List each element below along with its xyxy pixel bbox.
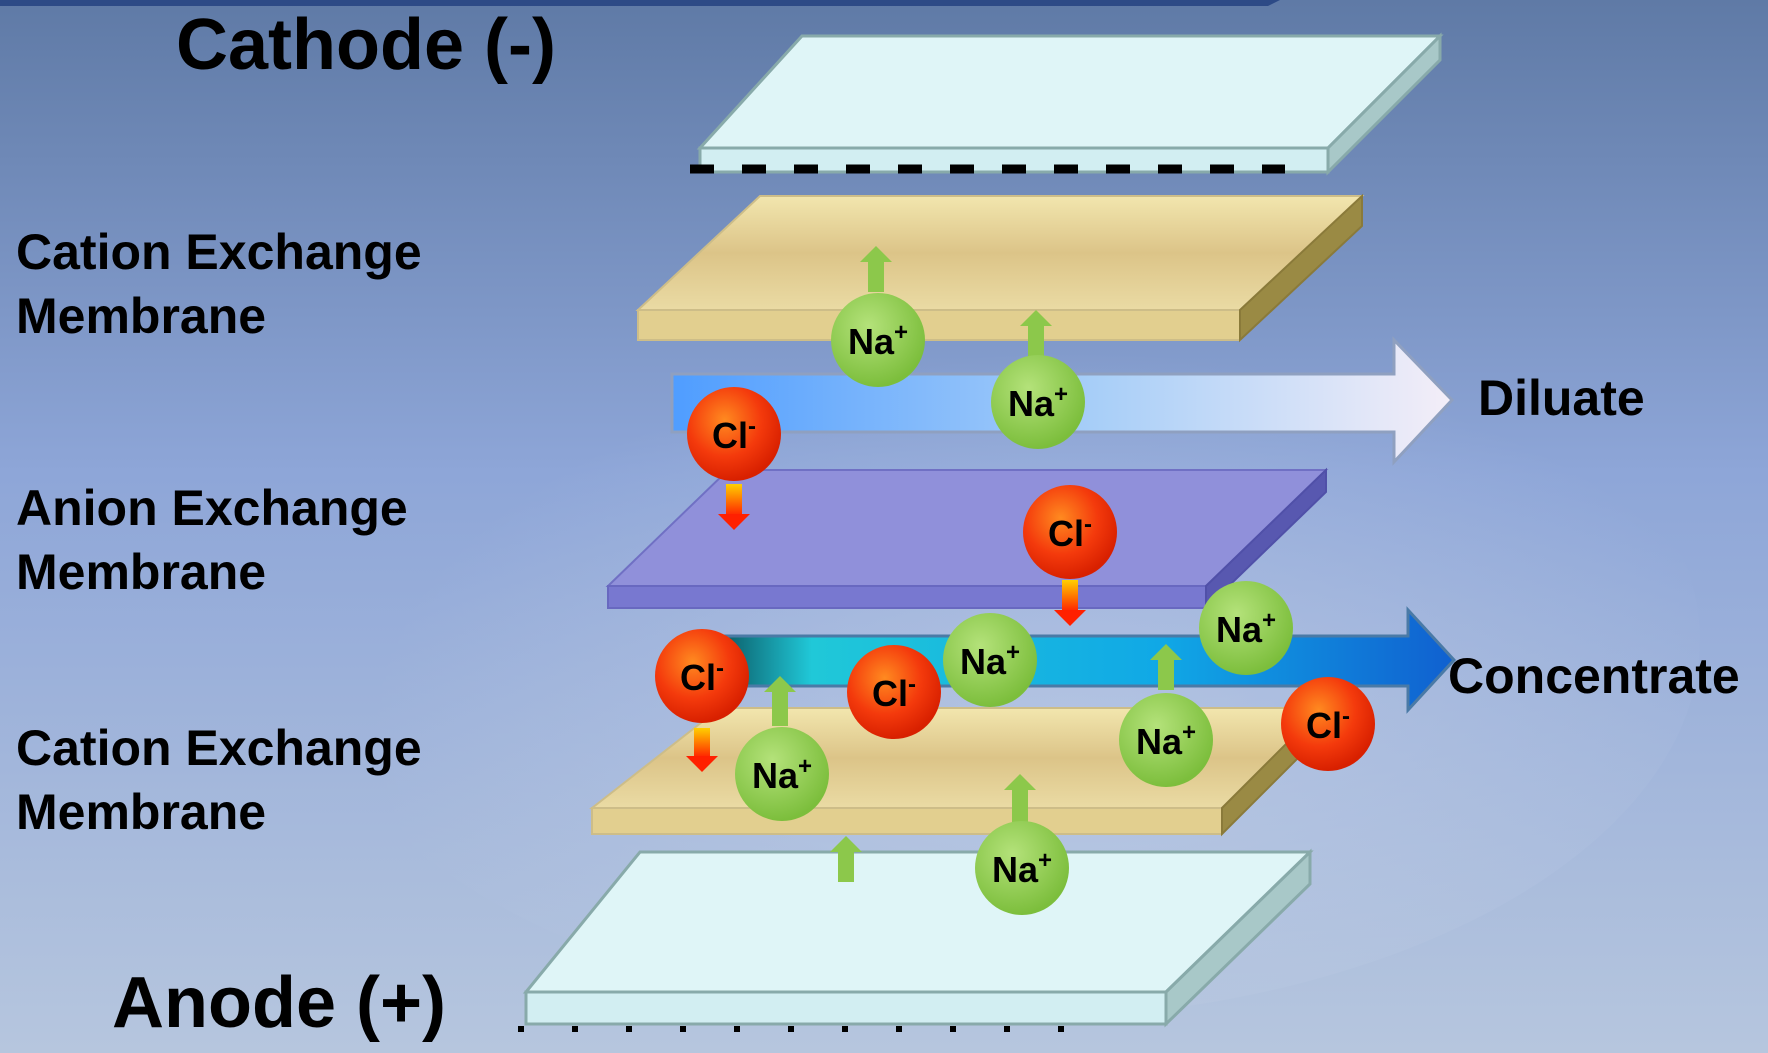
cathode-label: Cathode (-)	[176, 5, 556, 85]
anion-membrane-label-line1: Anion Exchange	[16, 480, 408, 536]
cl-arrows	[686, 484, 1086, 772]
na-arrow-icon	[764, 676, 796, 726]
na-arrow-icon	[1150, 644, 1182, 690]
anion-membrane	[605, 467, 1329, 611]
cl-ion-label: Cl-	[872, 671, 916, 714]
anode-label: Anode (+)	[112, 963, 446, 1043]
na-ion-icon: Na+	[975, 821, 1069, 915]
cl-ion-label: Cl-	[1048, 511, 1092, 554]
diluate-label: Diluate	[1478, 370, 1645, 426]
na-ion-label: Na+	[1008, 381, 1068, 424]
cation-membrane-bottom-label-line2: Membrane	[16, 784, 267, 840]
cation-membrane-top-label-line1: Cation Exchange	[16, 224, 422, 280]
cl-ion-label: Cl-	[680, 655, 724, 698]
na-ion-icon: Na+	[943, 613, 1037, 707]
na-ion-icon: Na+	[991, 355, 1085, 449]
na-arrow-icon	[1020, 310, 1052, 358]
na-ion-icon: Na+	[735, 727, 829, 821]
na-arrow-icon	[830, 836, 862, 882]
cl-arrow-icon	[686, 728, 718, 772]
cl-arrow-icon	[1054, 580, 1086, 626]
top-bar	[0, 0, 1280, 6]
na-ion-icon: Na+	[831, 293, 925, 387]
cl-ion-icon: Cl-	[847, 645, 941, 739]
cl-ion-icon: Cl-	[1023, 485, 1117, 579]
cl-ion-icon: Cl-	[1281, 677, 1375, 771]
cation-membrane-bottom-label-line1: Cation Exchange	[16, 720, 422, 776]
na-ion-icon: Na+	[1199, 581, 1293, 675]
anode-plate	[518, 848, 1314, 1032]
concentrate-label: Concentrate	[1448, 648, 1740, 704]
na-arrow-icon	[860, 246, 892, 292]
na-arrows	[764, 246, 1182, 882]
ions: Na+ Na+ Cl- Cl- Na+ Na+ Cl- Cl- Na+ Na+ Cl- Na+	[655, 293, 1375, 915]
na-ion-label: Na+	[1136, 719, 1196, 762]
cation-membrane-top-label-line2: Membrane	[16, 288, 267, 344]
cation-membrane-top	[635, 193, 1365, 343]
na-ion-label: Na+	[752, 753, 812, 796]
na-ion-label: Na+	[848, 319, 908, 362]
na-ion-label: Na+	[992, 847, 1052, 890]
cl-ion-icon: Cl-	[655, 629, 749, 723]
cl-ion-label: Cl-	[1306, 703, 1350, 746]
cl-arrow-icon	[718, 484, 750, 530]
cl-ion-label: Cl-	[712, 413, 756, 456]
na-arrow-icon	[1004, 774, 1036, 822]
cathode-plate	[690, 32, 1444, 176]
anion-membrane-label-line2: Membrane	[16, 544, 267, 600]
na-ion-label: Na+	[1216, 607, 1276, 650]
na-ion-label: Na+	[960, 639, 1020, 682]
cl-ion-icon: Cl-	[687, 387, 781, 481]
na-ion-icon: Na+	[1119, 693, 1213, 787]
